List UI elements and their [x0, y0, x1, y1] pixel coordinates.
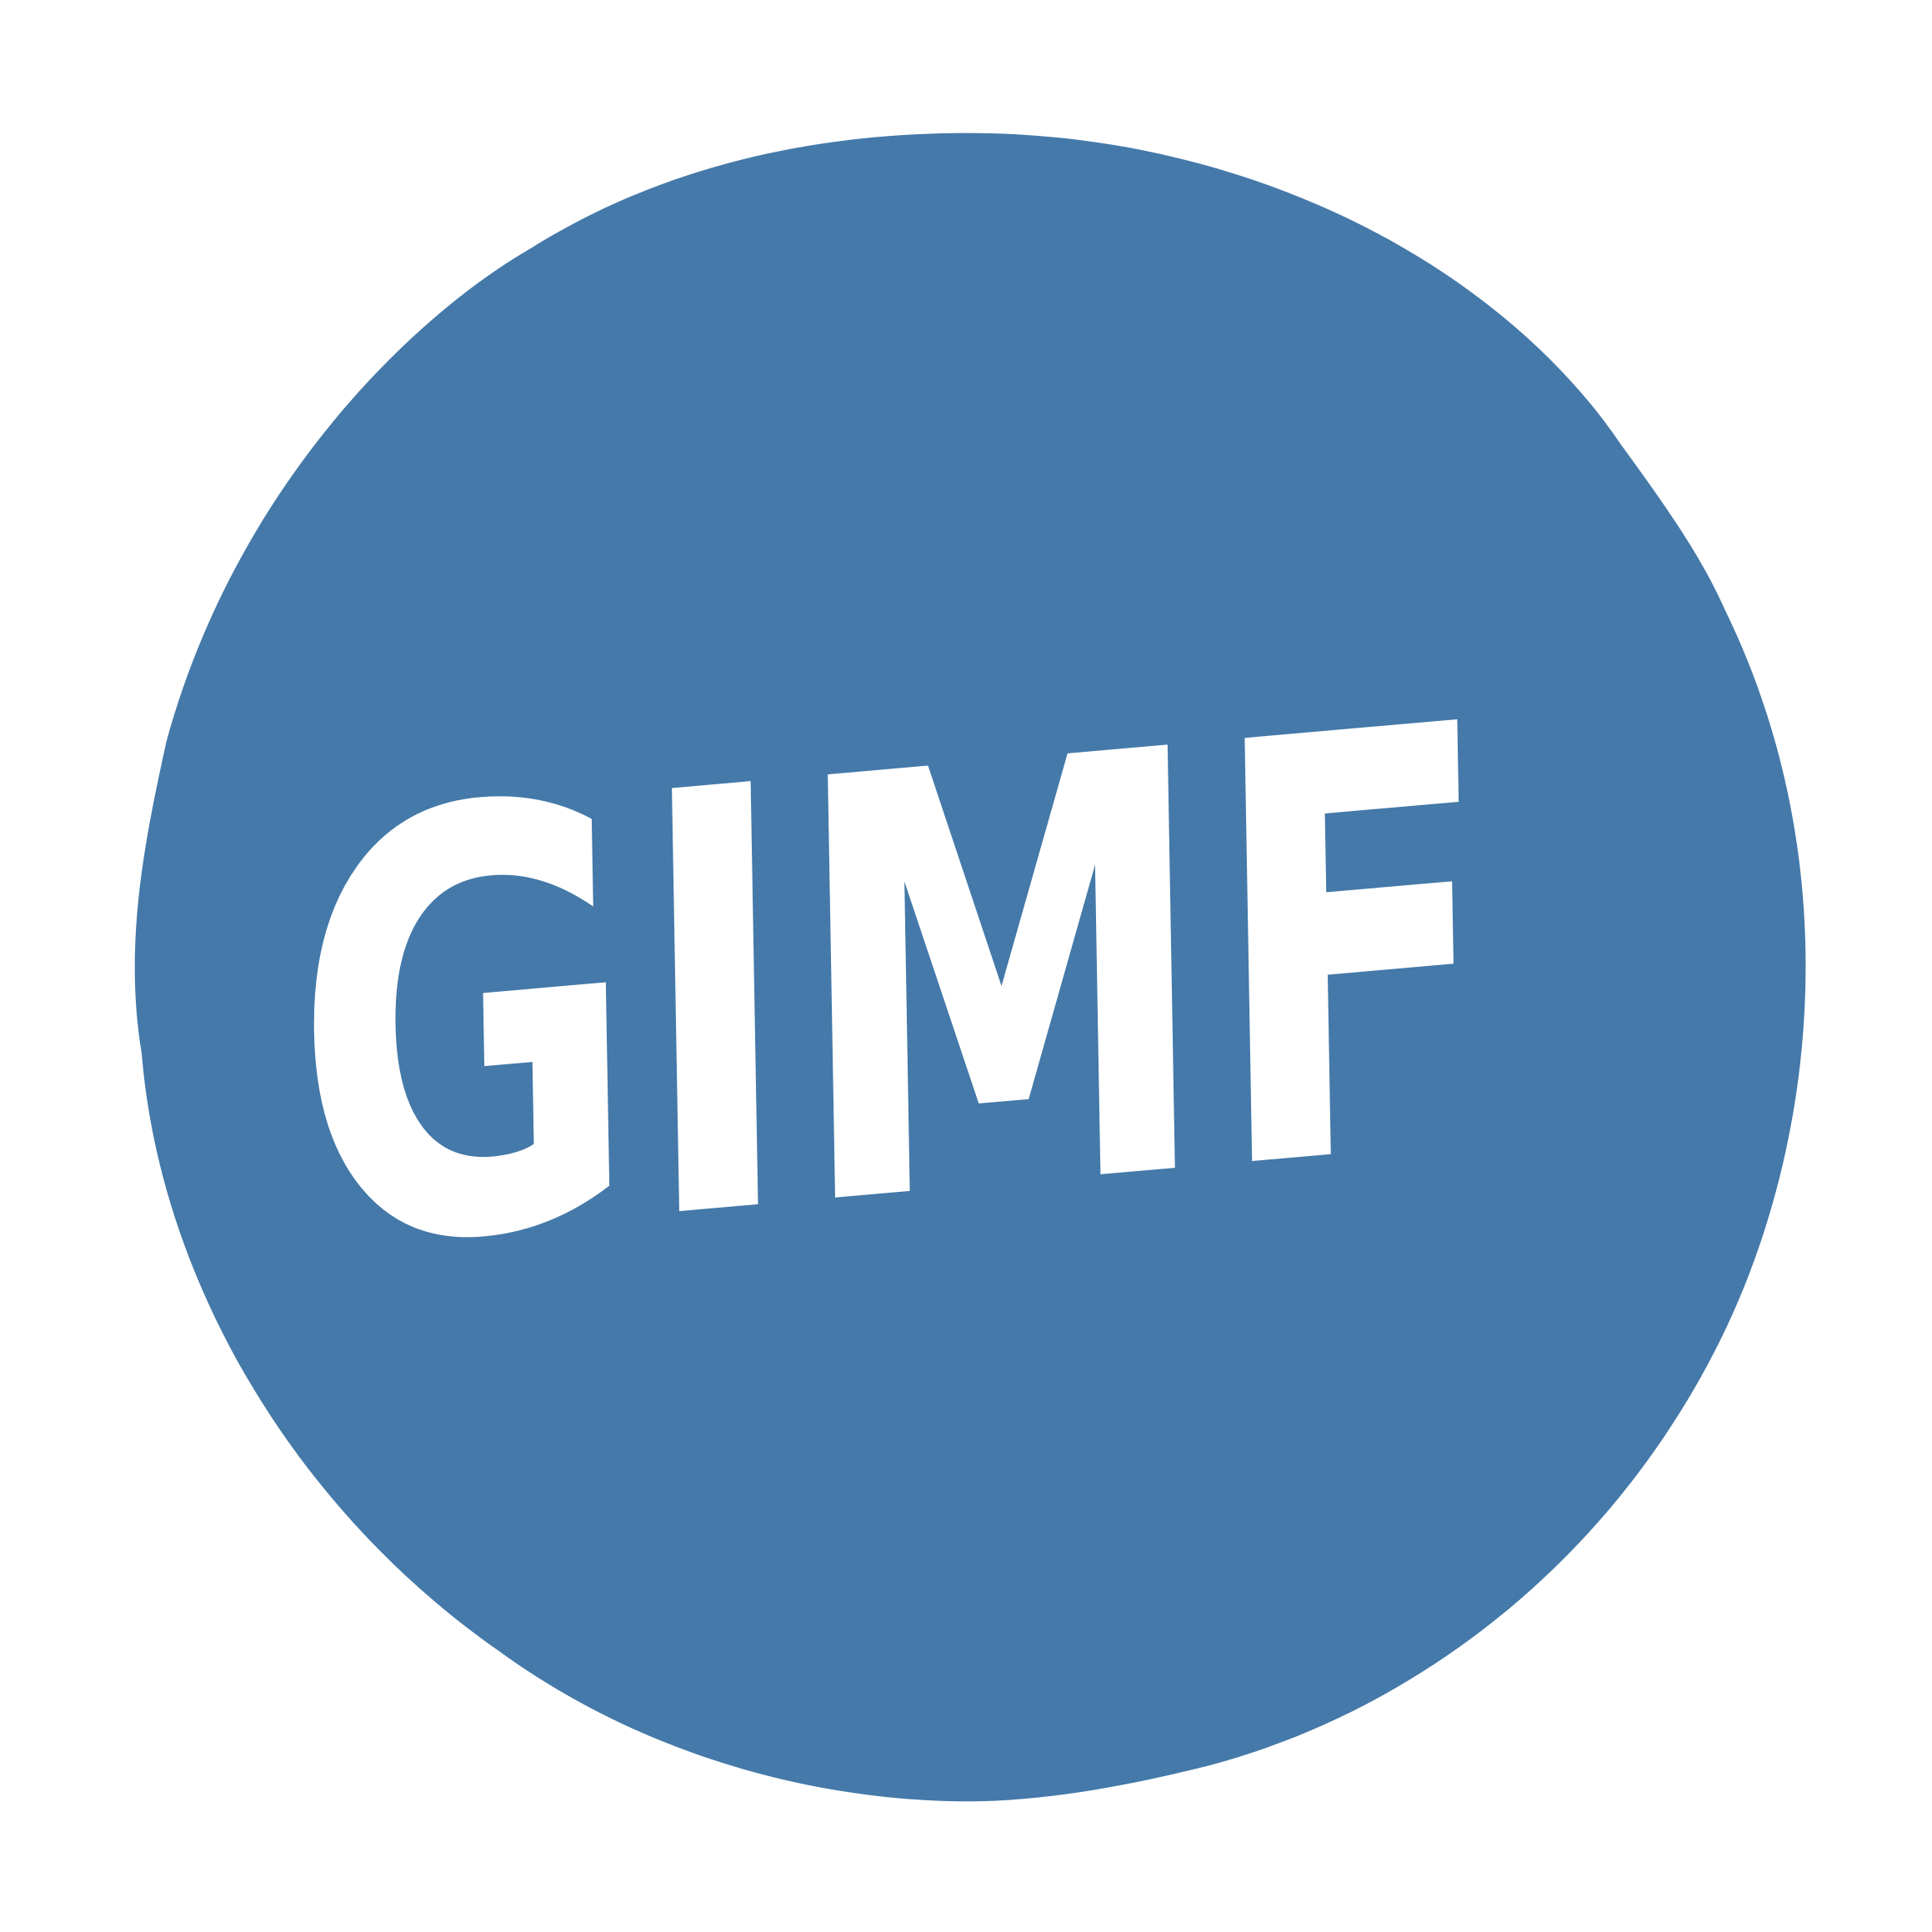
logo-badge [134, 133, 1806, 1802]
logo-text: GIMF [288, 601, 1502, 1382]
